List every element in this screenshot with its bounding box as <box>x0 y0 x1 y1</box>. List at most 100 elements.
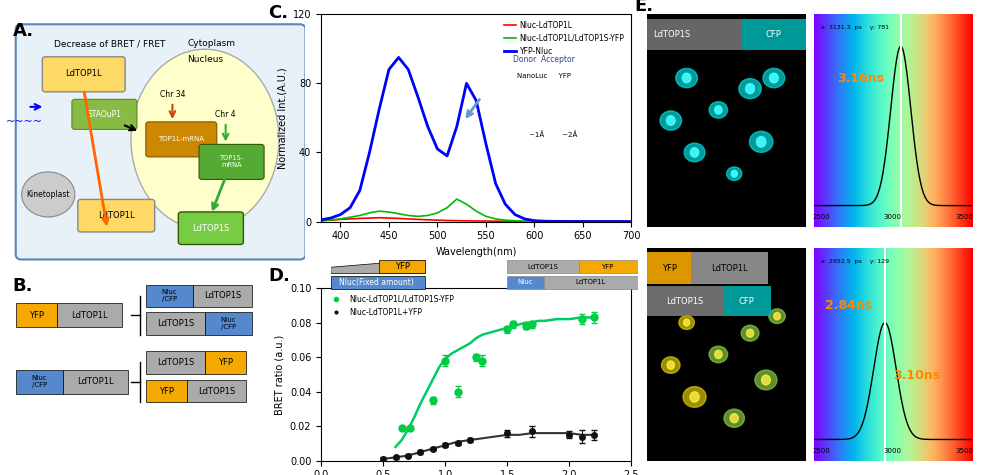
Nluc-LdTOP1L/LdTOP1S-YFP <box>441 205 453 210</box>
YFP-Nluc <box>606 218 618 224</box>
Line: Nluc-LdTOP1L/LdTOP1S-YFP: Nluc-LdTOP1L/LdTOP1S-YFP <box>321 199 631 221</box>
Text: ~~~~: ~~~~ <box>6 117 43 127</box>
Text: ~1Å        ~2Å: ~1Å ~2Å <box>529 131 577 138</box>
Ellipse shape <box>709 102 728 118</box>
Ellipse shape <box>667 116 675 125</box>
FancyBboxPatch shape <box>145 122 217 157</box>
Ellipse shape <box>676 68 697 88</box>
Text: x: 2952.5  ps    y: 129: x: 2952.5 ps y: 129 <box>822 259 890 264</box>
Line: YFP-Nluc: YFP-Nluc <box>321 57 631 221</box>
FancyBboxPatch shape <box>508 260 579 274</box>
Legend: Nluc-LdTOP1L, Nluc-LdTOP1L/LdTOP1S-YFP, YFP-Nluc: Nluc-LdTOP1L, Nluc-LdTOP1L/LdTOP1S-YFP, … <box>502 18 627 59</box>
Text: Kinetoplast: Kinetoplast <box>27 190 70 199</box>
FancyBboxPatch shape <box>16 24 305 259</box>
Text: LdTOP1L: LdTOP1L <box>66 68 102 77</box>
Ellipse shape <box>763 68 785 88</box>
Text: 3.10ns: 3.10ns <box>893 369 940 382</box>
Text: Chr 34: Chr 34 <box>160 90 186 99</box>
FancyBboxPatch shape <box>742 19 805 50</box>
Nluc-LdTOP1L <box>538 218 550 224</box>
YFP-Nluc <box>345 205 356 210</box>
Ellipse shape <box>715 106 722 114</box>
Ellipse shape <box>724 409 744 428</box>
Nluc-LdTOP1L/LdTOP1S-YFP <box>451 196 463 202</box>
YFP-Nluc <box>441 153 453 159</box>
Ellipse shape <box>662 357 680 373</box>
Nluc-LdTOP1L/LdTOP1S-YFP <box>393 211 405 217</box>
Text: 3500: 3500 <box>955 448 973 455</box>
Nluc-LdTOP1L <box>431 217 443 223</box>
Text: LdTOP1S: LdTOP1S <box>204 291 242 300</box>
Ellipse shape <box>770 73 778 83</box>
YFP-Nluc <box>325 215 337 221</box>
Nluc-LdTOP1L <box>577 218 589 224</box>
Ellipse shape <box>738 79 761 99</box>
FancyBboxPatch shape <box>193 285 252 307</box>
Nluc-LdTOP1L <box>518 218 530 224</box>
YFP-Nluc <box>363 150 375 155</box>
FancyBboxPatch shape <box>647 252 691 284</box>
YFP-Nluc <box>373 106 385 112</box>
Ellipse shape <box>660 111 682 130</box>
FancyBboxPatch shape <box>199 144 264 180</box>
Nluc-LdTOP1L <box>403 216 414 222</box>
YFP-Nluc <box>461 80 472 86</box>
Text: LdTOP1L: LdTOP1L <box>575 279 606 285</box>
YFP-Nluc <box>490 180 502 186</box>
Nluc-LdTOP1L/LdTOP1S-YFP <box>422 213 434 219</box>
Ellipse shape <box>679 315 694 330</box>
Nluc-LdTOP1L/LdTOP1S-YFP <box>568 218 579 224</box>
YFP-Nluc <box>596 218 608 224</box>
Text: Chr 4: Chr 4 <box>215 110 236 119</box>
YFP-Nluc <box>431 146 443 152</box>
Nluc-LdTOP1L/LdTOP1S-YFP <box>363 210 375 216</box>
Text: NanoLuc     YFP: NanoLuc YFP <box>517 74 571 79</box>
FancyBboxPatch shape <box>508 276 544 289</box>
FancyBboxPatch shape <box>179 212 244 245</box>
Text: Decrease of BRET / FRET: Decrease of BRET / FRET <box>54 39 166 48</box>
YFP-Nluc <box>354 188 365 193</box>
FancyBboxPatch shape <box>145 285 193 307</box>
FancyBboxPatch shape <box>647 19 742 50</box>
Ellipse shape <box>745 84 754 94</box>
Ellipse shape <box>749 131 773 152</box>
YFP-Nluc <box>480 141 492 147</box>
Text: 2.84ns: 2.84ns <box>825 299 872 312</box>
Nluc-LdTOP1L <box>393 216 405 221</box>
Text: Donor  Acceptor: Donor Acceptor <box>514 56 575 64</box>
Nluc-LdTOP1L/LdTOP1S-YFP <box>490 216 502 222</box>
FancyBboxPatch shape <box>57 303 122 327</box>
YFP-Nluc <box>335 212 347 218</box>
Text: LdTOP1S: LdTOP1S <box>157 358 194 367</box>
Line: Nluc-LdTOP1L: Nluc-LdTOP1L <box>321 218 631 221</box>
Text: LdTOP1S: LdTOP1S <box>653 30 690 39</box>
Nluc-LdTOP1L/LdTOP1S-YFP <box>461 201 472 207</box>
Nluc-LdTOP1L <box>490 218 502 224</box>
Nluc-LdTOP1L/LdTOP1S-YFP <box>403 213 414 219</box>
Text: YFP: YFP <box>218 358 233 367</box>
Text: 2500: 2500 <box>812 448 831 455</box>
Nluc-LdTOP1L <box>335 217 347 222</box>
YFP-Nluc <box>626 218 637 224</box>
YFP-Nluc <box>558 218 570 224</box>
Nluc-LdTOP1L <box>315 218 327 224</box>
Nluc-LdTOP1L/LdTOP1S-YFP <box>383 209 395 215</box>
Nluc-LdTOP1L/LdTOP1S-YFP <box>548 218 560 224</box>
YFP-Nluc <box>528 218 540 224</box>
Nluc-LdTOP1L/LdTOP1S-YFP <box>480 213 492 219</box>
YFP-Nluc <box>518 216 530 222</box>
Ellipse shape <box>683 387 706 407</box>
Nluc-LdTOP1L <box>422 217 434 223</box>
Text: D.: D. <box>268 267 290 285</box>
FancyBboxPatch shape <box>331 276 425 289</box>
Text: C.: C. <box>268 4 289 22</box>
Text: Nluc: Nluc <box>518 279 533 285</box>
Nluc-LdTOP1L/LdTOP1S-YFP <box>354 213 365 219</box>
Text: Nluc(Fixed amount): Nluc(Fixed amount) <box>340 278 414 287</box>
Nluc-LdTOP1L <box>480 218 492 224</box>
Nluc-LdTOP1L <box>548 218 560 224</box>
Nluc-LdTOP1L/LdTOP1S-YFP <box>509 218 520 224</box>
Nluc-LdTOP1L/LdTOP1S-YFP <box>335 216 347 222</box>
Text: LdTOP1L: LdTOP1L <box>72 311 108 320</box>
FancyBboxPatch shape <box>16 303 57 327</box>
